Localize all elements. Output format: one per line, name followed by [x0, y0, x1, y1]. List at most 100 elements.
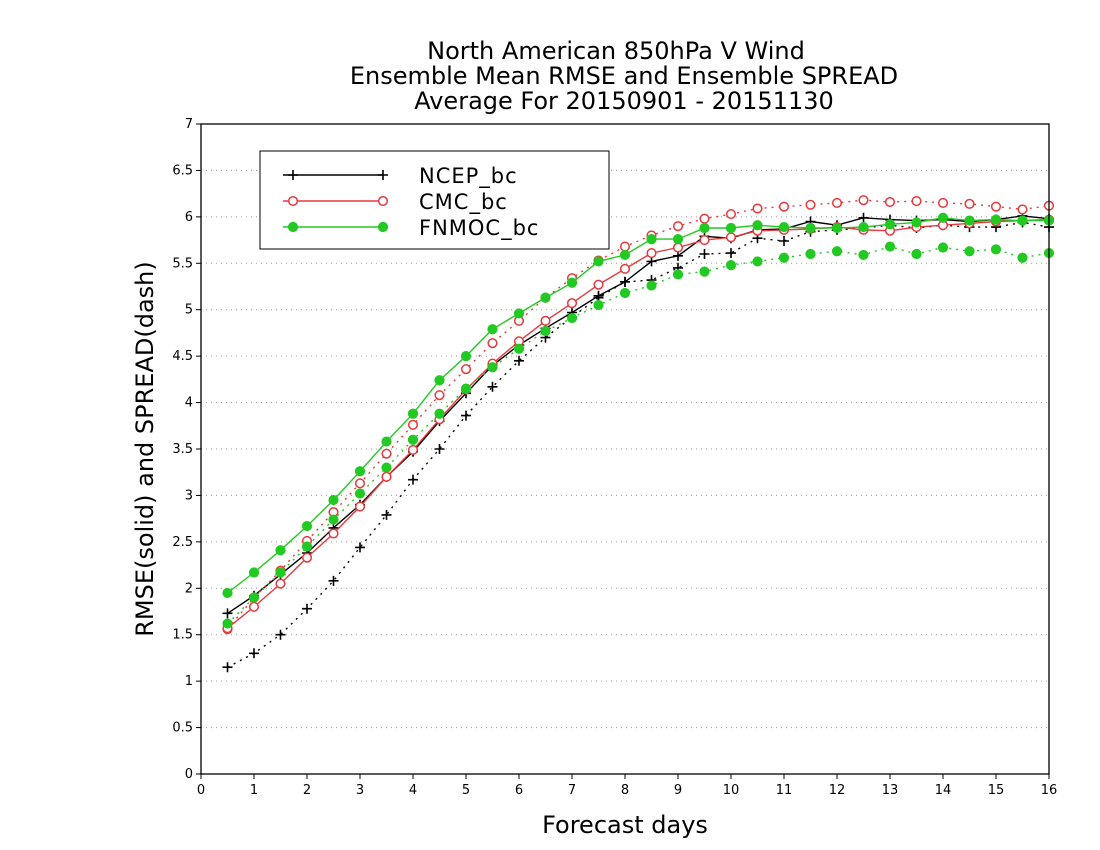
- legend-marker: [287, 221, 299, 233]
- FNMOC_bc-spread-point: [619, 287, 631, 299]
- FNMOC_bc-spread-point: [566, 312, 578, 324]
- y-tick-label: 3: [185, 488, 193, 503]
- x-tick-label: 3: [356, 783, 364, 798]
- legend-marker: [377, 195, 389, 207]
- FNMOC_bc-rmse-point: [407, 408, 419, 419]
- x-tick-label: 4: [409, 783, 417, 798]
- FNMOC_bc-spread-point: [460, 383, 472, 394]
- legend-item-FNMOC_bc: FNMOC_bc: [283, 216, 538, 241]
- x-tick-label: 1: [250, 783, 258, 798]
- x-tick-label: 2: [303, 783, 311, 798]
- FNMOC_bc-rmse-point: [354, 466, 366, 477]
- CMC_bc-spread-point: [619, 241, 631, 252]
- FNMOC_bc-rmse-point: [513, 308, 525, 319]
- CMC_bc-spread-point: [725, 209, 737, 220]
- NCEP_bc-spread-point: [328, 575, 339, 586]
- NCEP_bc-spread-point: [699, 249, 710, 259]
- FNMOC_bc-spread-point: [752, 256, 763, 267]
- y-tick-label: 6.5: [172, 163, 193, 178]
- FNMOC_bc-rmse-point: [646, 234, 657, 245]
- FNMOC_bc-rmse-point: [301, 520, 313, 532]
- NCEP_bc-rmse-point: [593, 290, 604, 301]
- NCEP_bc-rmse-point: [620, 276, 630, 287]
- NCEP_bc-spread-point: [726, 248, 736, 259]
- NCEP_bc-spread-point: [514, 355, 524, 366]
- FNMOC_bc-rmse-point: [1017, 215, 1028, 226]
- NCEP_bc-rmse-point: [858, 212, 869, 223]
- y-tick-label: 5: [185, 303, 193, 318]
- FNMOC_bc-rmse-line: [227, 217, 1049, 594]
- y-tick-label: 0: [185, 767, 193, 782]
- FNMOC_bc-rmse-point: [831, 222, 843, 234]
- FNMOC_bc-spread-point: [222, 618, 233, 629]
- series-CMC_bc: [222, 195, 1055, 635]
- CMC_bc-rmse-line: [227, 218, 1050, 629]
- x-tick-label: 14: [935, 783, 952, 798]
- data-series: [222, 195, 1055, 673]
- legend-marker: [288, 170, 298, 180]
- CMC_bc-rmse-point: [301, 552, 313, 563]
- CMC_bc-rmse-point: [646, 248, 657, 259]
- CMC_bc-spread-point: [434, 390, 445, 401]
- x-tick-label: 9: [674, 783, 682, 798]
- legend-box: [259, 150, 610, 250]
- FNMOC_bc-rmse-point: [725, 222, 737, 234]
- x-axis-label: Forecast days: [542, 811, 708, 839]
- y-tick-label: 2.5: [172, 535, 193, 550]
- CMC_bc-spread-point: [672, 221, 684, 232]
- NCEP_bc-spread-point: [434, 444, 445, 454]
- FNMOC_bc-rmse-point: [434, 375, 445, 386]
- y-tick-label: 6: [185, 210, 193, 225]
- NCEP_bc-rmse-line: [227, 215, 1050, 614]
- FNMOC_bc-spread-point: [646, 280, 657, 291]
- FNMOC_bc-rmse-point: [858, 221, 869, 233]
- y-tick-label: 4: [185, 396, 193, 411]
- FNMOC_bc-spread-point: [407, 434, 419, 445]
- axes: 00.511.522.533.544.555.566.570 1 2 3 4 5 6 7 8 9 1…: [172, 117, 1057, 798]
- CMC_bc-spread-point: [699, 213, 710, 224]
- FNMOC_bc-rmse-point: [593, 256, 604, 267]
- FNMOC_bc-rmse-point: [328, 494, 339, 506]
- CMC_bc-rmse-point: [275, 578, 286, 589]
- CMC_bc-rmse-point: [381, 471, 392, 482]
- NCEP_bc-spread-point: [249, 648, 259, 659]
- series-NCEP_bc: [222, 210, 1054, 673]
- FNMOC_bc-spread-point: [884, 241, 896, 252]
- CMC_bc-spread-point: [381, 448, 392, 459]
- CMC_bc-spread-point: [884, 196, 896, 208]
- y-tick-label: 1.5: [172, 628, 193, 643]
- FNMOC_bc-spread-point: [434, 408, 445, 419]
- FNMOC_bc-spread-point: [275, 567, 286, 578]
- x-tick-label: 13: [882, 783, 899, 798]
- CMC_bc-spread-point: [752, 203, 763, 214]
- FNMOC_bc-rmse-point: [381, 436, 392, 447]
- y-tick-label: 3.5: [172, 442, 193, 457]
- FNMOC_bc-rmse-point: [752, 220, 763, 231]
- FNMOC_bc-rmse-point: [566, 277, 578, 288]
- FNMOC_bc-spread-point: [354, 488, 366, 499]
- FNMOC_bc-spread-point: [911, 248, 922, 260]
- title-line-1: North American 850hPa V Wind: [427, 37, 805, 65]
- FNMOC_bc-rmse-point: [460, 351, 472, 362]
- y-tick-label: 7: [185, 117, 193, 132]
- y-tick-label: 2: [185, 581, 193, 596]
- CMC_bc-rmse-point: [566, 298, 578, 309]
- chart-title: North American 850hPa V Wind Ensemble Me…: [350, 37, 898, 115]
- x-tick-label: 7: [568, 783, 576, 798]
- title-line-3: Average For 20150901 - 20151130: [414, 87, 834, 115]
- x-tick-label: 12: [829, 783, 846, 798]
- NCEP_bc-rmse-point: [222, 608, 233, 619]
- CMC_bc-rmse-point: [672, 242, 684, 253]
- legend-label: NCEP_bc: [419, 164, 518, 189]
- FNMOC_bc-spread-point: [672, 269, 684, 280]
- FNMOC_bc-rmse-point: [937, 212, 949, 223]
- CMC_bc-rmse-point: [540, 315, 551, 326]
- x-tick-label: 16: [1041, 783, 1058, 798]
- y-tick-label: 0.5: [172, 721, 193, 736]
- CMC_bc-spread-point: [778, 201, 790, 212]
- NCEP_bc-spread-point: [381, 509, 392, 520]
- CMC_bc-rmse-point: [248, 601, 260, 612]
- FNMOC_bc-spread-line: [227, 245, 1050, 625]
- FNMOC_bc-spread-point: [328, 514, 339, 525]
